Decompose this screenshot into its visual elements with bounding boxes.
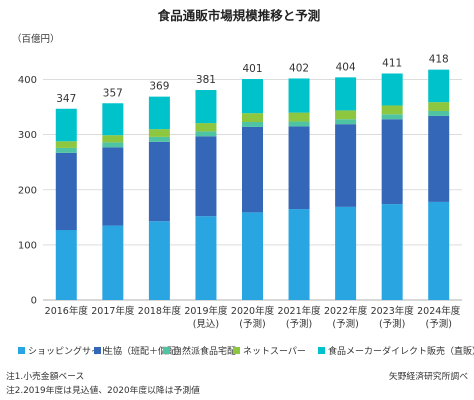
x-tick-label: 2023年度 <box>371 305 415 317</box>
bar-segment <box>55 152 77 231</box>
bar-segment <box>335 77 357 111</box>
x-tick-label: 2020年度 <box>231 305 275 317</box>
y-unit-label: （百億円） <box>12 33 60 45</box>
bar-segment <box>242 113 263 122</box>
note-1: 注1.小売金額ベース <box>6 370 84 382</box>
bar-segment <box>428 115 450 202</box>
label-layer: 347 2016年度 357 2017年度 369 2018年度 381 2019年度 (見込)… <box>45 54 461 330</box>
bar-segment <box>242 126 263 213</box>
bar-segment <box>428 102 450 111</box>
total-label: 357 <box>103 87 123 99</box>
bar-segment <box>288 209 310 300</box>
bar-segment <box>381 204 403 300</box>
bar-segment <box>148 136 170 142</box>
bar-segment <box>335 206 357 300</box>
y-tick-label: 100 <box>18 240 37 251</box>
x-tick-label: (予測) <box>426 318 452 330</box>
y-tick-label: 400 <box>18 75 37 86</box>
bar-segment <box>428 69 450 103</box>
bar-segment <box>381 119 403 205</box>
bar-segment <box>242 79 263 114</box>
total-label: 418 <box>429 54 449 66</box>
bar-segment <box>335 124 357 207</box>
bar-segment <box>55 230 77 300</box>
bar-segment <box>288 112 310 122</box>
chart-title: 食品通販市場規模推移と予測 <box>157 8 321 23</box>
total-label: 404 <box>336 61 356 73</box>
bar-segment <box>55 141 77 148</box>
bar-segment <box>335 119 357 125</box>
bar-segment <box>195 136 217 217</box>
x-tick-label: (予測) <box>286 318 312 330</box>
bar-segment <box>102 135 124 143</box>
legend-label: ショッピングサイト <box>28 345 109 357</box>
bar-segment <box>288 126 310 210</box>
bar-segment <box>195 90 217 124</box>
bar-segment <box>148 221 170 300</box>
bar-segment <box>381 105 403 115</box>
x-tick-label: 2019年度 <box>184 305 228 317</box>
bar-segment <box>195 123 217 132</box>
bar-segment <box>55 108 77 142</box>
bar-layer <box>55 69 450 300</box>
bar-segment <box>428 201 450 300</box>
bar-segment <box>102 142 124 148</box>
bar-segment <box>381 73 403 106</box>
x-tick-label: (見込) <box>193 319 219 330</box>
bar-segment <box>148 129 170 137</box>
x-tick-label: 2016年度 <box>45 305 89 317</box>
total-label: 381 <box>196 74 216 86</box>
legend-swatch <box>94 347 101 354</box>
note-2: 注2.2019年度は見込値、2020年度以降は予測値 <box>6 384 200 396</box>
bar-segment <box>242 121 263 127</box>
x-tick-label: 2022年度 <box>324 305 368 317</box>
bar-segment <box>148 96 170 130</box>
legend-swatch <box>318 347 325 354</box>
bar-segment <box>288 121 310 127</box>
y-tick-label: 200 <box>18 185 37 196</box>
x-tick-label: (予測) <box>379 318 405 330</box>
bar-segment <box>195 216 217 300</box>
total-label: 369 <box>149 81 169 93</box>
x-tick-label: 2024年度 <box>417 305 461 317</box>
total-label: 402 <box>289 62 309 74</box>
x-tick-label: 2018年度 <box>138 305 182 317</box>
total-label: 347 <box>56 93 76 105</box>
y-tick-label: 0 <box>31 296 37 307</box>
x-tick-label: (予測) <box>239 318 265 330</box>
bar-segment <box>102 103 124 136</box>
bar-segment <box>428 110 450 116</box>
bar-segment <box>102 225 124 300</box>
source-credit: 矢野経済研究所調べ <box>389 370 468 382</box>
bar-segment <box>102 147 124 226</box>
bar-segment <box>381 114 403 120</box>
legend-swatch <box>163 347 170 354</box>
bar-segment <box>335 110 357 120</box>
bar-segment <box>148 141 170 222</box>
bar-segment <box>288 78 310 113</box>
legend-swatch <box>18 347 25 354</box>
x-tick-label: (予測) <box>332 318 358 330</box>
legend-label: ネットスーパー <box>243 346 306 357</box>
total-label: 401 <box>242 63 262 75</box>
bar-segment <box>242 212 263 300</box>
x-tick-label: 2017年度 <box>91 305 135 317</box>
bar-segment <box>195 131 217 137</box>
bar-segment <box>55 147 77 153</box>
legend-label: 自然派食品宅配 <box>173 345 236 357</box>
x-tick-label: 2021年度 <box>277 305 321 317</box>
total-label: 411 <box>382 57 402 69</box>
y-tick-label: 300 <box>18 130 37 141</box>
legend-swatch <box>233 347 240 354</box>
legend-label: 食品メーカーダイレクト販売（直販） <box>328 345 474 357</box>
